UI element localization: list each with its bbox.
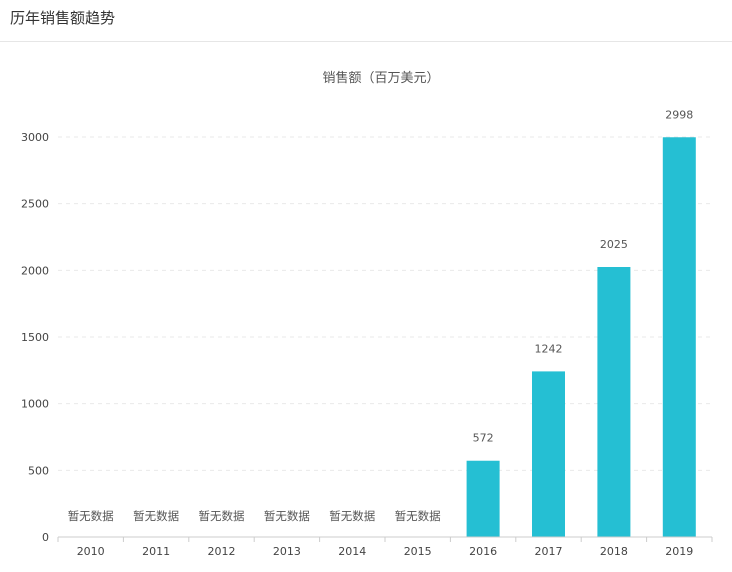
data-label: 572 [473,432,494,445]
no-data-label: 暂无数据 [133,509,179,523]
x-tick-label: 2018 [600,545,628,558]
page-title: 历年销售额趋势 [10,9,116,27]
no-data-label: 暂无数据 [199,509,245,523]
bar-2017[interactable] [532,371,565,537]
bar-2016[interactable] [466,460,500,537]
x-tick-label: 2019 [665,545,693,558]
y-tick-label: 1500 [21,331,49,344]
y-tick-label: 2500 [21,198,49,211]
data-labels: 暂无数据 暂无数据 暂无数据 暂无数据 暂无数据 暂无数据 572 1242 2025 2998 [68,108,694,523]
x-tick-label: 2017 [535,545,563,558]
no-data-label: 暂无数据 [264,509,310,523]
data-label: 2025 [600,238,628,251]
y-tick-label: 1000 [21,398,49,411]
header-bar: 历年销售额趋势 [0,0,732,42]
x-tick-label: 2012 [208,545,236,558]
bar-2018[interactable] [597,267,631,537]
bar-2019[interactable] [662,137,696,537]
y-tick-label: 0 [42,531,49,544]
no-data-label: 暂无数据 [329,509,375,523]
data-label: 2998 [665,108,693,121]
no-data-label: 暂无数据 [68,509,114,523]
x-tick-label: 2016 [469,545,497,558]
x-tick-label: 2010 [77,545,105,558]
x-tick-label: 2014 [338,545,366,558]
y-tick-label: 3000 [21,131,49,144]
x-tick-label: 2015 [404,545,432,558]
x-axis-ticks: 2010 2011 2012 2013 2014 2015 2016 2017 2018 2019 [57,537,713,558]
chart-title: 销售额（百万美元） [322,70,439,86]
y-tick-label: 2000 [21,264,49,277]
data-label: 1242 [535,342,563,355]
x-tick-label: 2011 [142,545,170,558]
no-data-label: 暂无数据 [395,509,441,523]
bars [466,137,696,537]
x-tick-label: 2013 [273,545,301,558]
y-axis-ticks: 0 500 1000 1500 2000 2500 3000 [21,131,49,544]
y-tick-label: 500 [28,464,49,477]
